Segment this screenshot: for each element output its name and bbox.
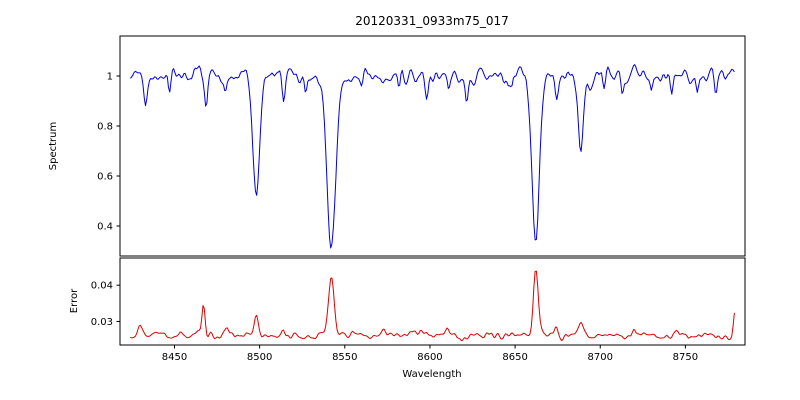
error-line <box>130 270 735 342</box>
spectrum-panel-frame <box>119 35 746 257</box>
spectrum-y-tick-label: 0.6 <box>97 172 113 183</box>
chart-title: 20120331_0933m75_017 <box>355 14 508 28</box>
x-tick-label: 8650 <box>502 352 527 363</box>
y-axis-label-spectrum: Spectrum <box>48 122 59 170</box>
x-tick-label: 8550 <box>332 352 357 363</box>
spectrum-y-tick-label: 1 <box>107 72 113 83</box>
x-axis-label: Wavelength <box>402 369 461 380</box>
x-tick-label: 8700 <box>588 352 613 363</box>
spectrum-y-tick-label: 0.4 <box>97 222 113 233</box>
y-axis-label-error: Error <box>69 288 80 313</box>
spectrum-y-tick-label: 0.8 <box>97 122 113 133</box>
x-tick-label: 8600 <box>417 352 442 363</box>
error-panel-frame <box>119 257 746 346</box>
error-y-tick-label: 0.03 <box>91 317 113 328</box>
error-y-tick-label: 0.04 <box>91 281 113 292</box>
x-tick-label: 8450 <box>162 352 187 363</box>
x-tick-label: 8750 <box>673 352 698 363</box>
spectrum-line <box>129 64 735 249</box>
x-tick-label: 8500 <box>247 352 272 363</box>
plot-area: 0.4 0.6 0.8 1 0.03 0.04 8450 8500 8550 8600 8650 87… <box>91 35 746 363</box>
